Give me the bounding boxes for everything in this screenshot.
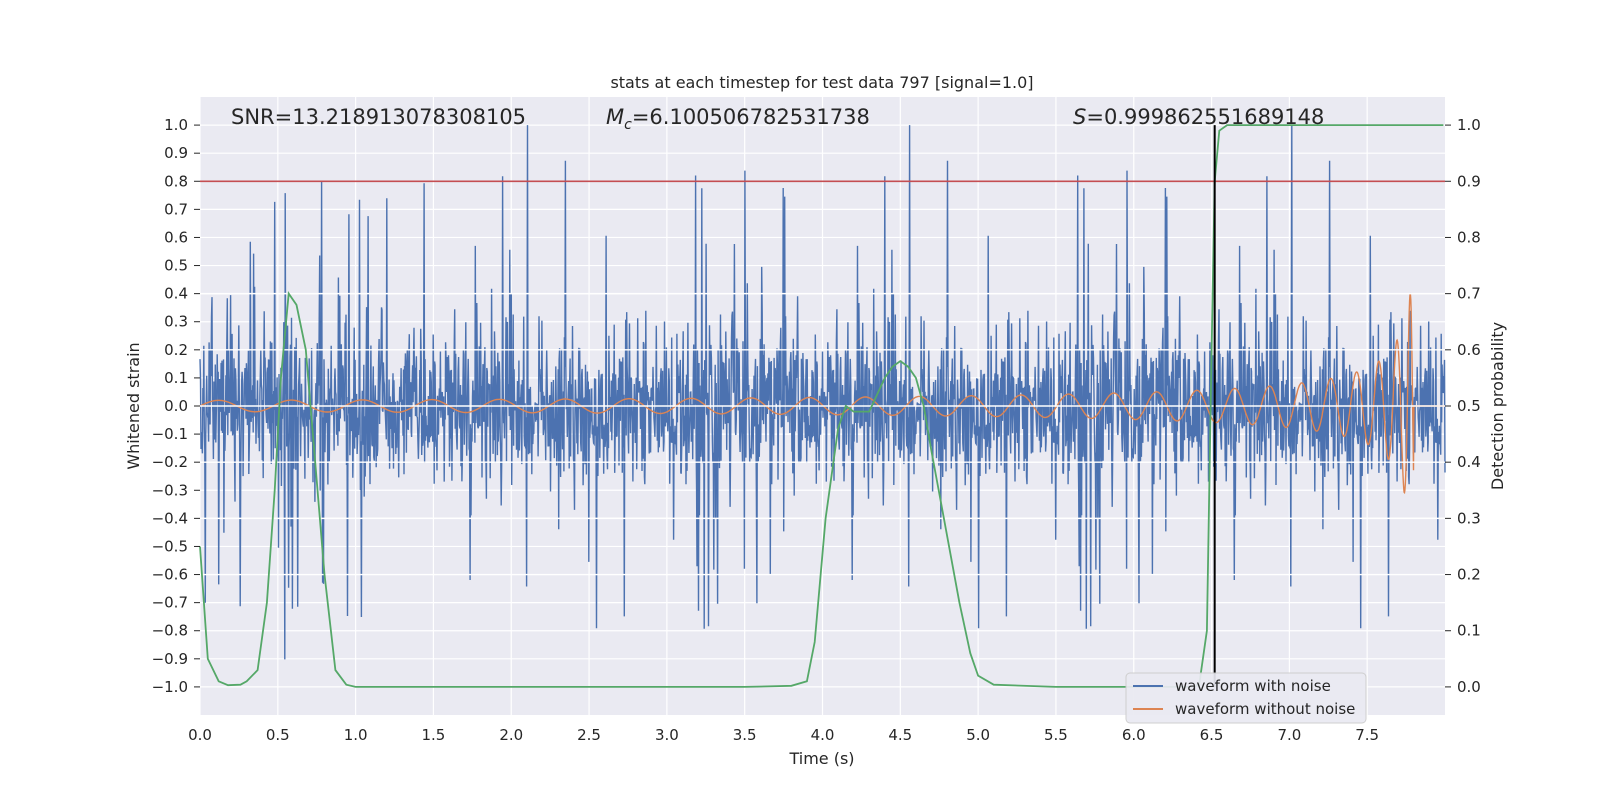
y-left-tick-label: 0.8 <box>164 172 188 190</box>
y-left-tick-label: −0.7 <box>152 594 188 612</box>
y-axis-label-right: Detection probability <box>1488 322 1507 490</box>
right-axis-grid <box>200 292 1445 576</box>
y-left-tick-label: 0.7 <box>164 200 188 218</box>
y-axis-label-left: Whitened strain <box>124 342 143 469</box>
x-tick-label: 7.0 <box>1277 726 1301 744</box>
x-tick-label: 5.5 <box>1044 726 1068 744</box>
y-left-tick-label: 0.5 <box>164 257 188 275</box>
x-tick-label: 2.0 <box>499 726 523 744</box>
x-tick-label: 3.0 <box>655 726 679 744</box>
x-tick-label: 4.0 <box>811 726 835 744</box>
y-left-tick-label: −0.1 <box>152 425 188 443</box>
y-left-tick-label: 0.0 <box>164 397 188 415</box>
chart-title: stats at each timestep for test data 797… <box>610 73 1033 92</box>
x-tick-label: 2.5 <box>577 726 601 744</box>
chirp-mass-annotation: Mc=6.100506782531738 <box>606 105 870 133</box>
y-right-tick-label: 0.9 <box>1457 172 1481 190</box>
chirp-mass-subscript: c <box>624 117 632 133</box>
y-left-tick-label: 0.4 <box>164 285 188 303</box>
y-left-tick-label: 0.1 <box>164 369 188 387</box>
right-axis-ticks: 1.0 0.9 0.8 0.7 0.6 0.5 0.4 0.3 0.2 0.1 0.0 <box>1445 116 1481 696</box>
score-value: =0.999862551689148 <box>1086 105 1324 129</box>
y-right-tick-label: 0.7 <box>1457 285 1481 303</box>
chirp-mass-value: =6.100506782531738 <box>632 105 870 129</box>
y-right-tick-label: 0.5 <box>1457 397 1481 415</box>
y-right-tick-label: 0.0 <box>1457 678 1481 696</box>
chirp-mass-symbol: M <box>606 105 624 129</box>
snr-annotation: SNR=13.218913078308105 <box>231 105 526 129</box>
x-tick-label: 0.5 <box>266 726 290 744</box>
y-right-tick-label: 0.4 <box>1457 453 1481 471</box>
legend-label-noise: waveform with noise <box>1175 677 1331 695</box>
y-right-tick-label: 0.2 <box>1457 566 1481 584</box>
x-tick-label: 0.0 <box>188 726 212 744</box>
x-tick-label: 6.0 <box>1122 726 1146 744</box>
y-left-tick-label: −0.3 <box>152 481 188 499</box>
x-tick-label: 1.0 <box>344 726 368 744</box>
y-left-tick-label: 0.9 <box>164 144 188 162</box>
score-symbol: S <box>1073 105 1086 129</box>
y-right-tick-label: 1.0 <box>1457 116 1481 134</box>
y-left-tick-label: 0.6 <box>164 228 188 246</box>
legend-label-clean: waveform without noise <box>1175 700 1355 718</box>
y-left-tick-label: 0.3 <box>164 313 188 331</box>
x-tick-label: 7.5 <box>1355 726 1379 744</box>
x-tick-label: 6.5 <box>1200 726 1224 744</box>
y-right-tick-label: 0.6 <box>1457 341 1481 359</box>
series-detection-probability <box>199 124 1444 688</box>
score-annotation: S=0.999862551689148 <box>1073 105 1324 129</box>
y-left-tick-label: −0.4 <box>152 509 188 527</box>
y-left-tick-label: −0.9 <box>152 650 188 668</box>
x-axis-label: Time (s) <box>788 749 854 768</box>
x-axis-ticks: 0.0 0.5 1.0 1.5 2.0 2.5 3.0 3.5 4.0 4.5 5.0 5.5 6.0 6… <box>188 726 1379 744</box>
x-tick-label: 5.0 <box>966 726 990 744</box>
y-left-tick-label: −1.0 <box>152 678 188 696</box>
y-right-tick-label: 0.1 <box>1457 622 1481 640</box>
y-left-tick-label: −0.6 <box>152 566 188 584</box>
x-tick-label: 1.5 <box>422 726 446 744</box>
y-left-tick-label: −0.5 <box>152 537 188 555</box>
y-left-tick-label: −0.8 <box>152 622 188 640</box>
legend-box <box>1125 672 1367 724</box>
left-axis-ticks: 1.0 0.9 0.8 0.7 0.6 0.5 0.4 0.3 0.2 0.1 0.0 −0.1 −0.… <box>152 116 200 696</box>
y-left-tick-label: 0.2 <box>164 341 188 359</box>
y-right-tick-label: 0.3 <box>1457 509 1481 527</box>
x-tick-label: 4.5 <box>888 726 912 744</box>
y-left-tick-label: 1.0 <box>164 116 188 134</box>
series-waveform-with-noise <box>199 125 1446 660</box>
x-tick-label: 3.5 <box>733 726 757 744</box>
y-left-tick-label: −0.2 <box>152 453 188 471</box>
series-waveform-without-noise <box>199 292 1445 495</box>
y-right-tick-label: 0.8 <box>1457 228 1481 246</box>
legend: waveform with noise waveform without noi… <box>1125 672 1367 724</box>
